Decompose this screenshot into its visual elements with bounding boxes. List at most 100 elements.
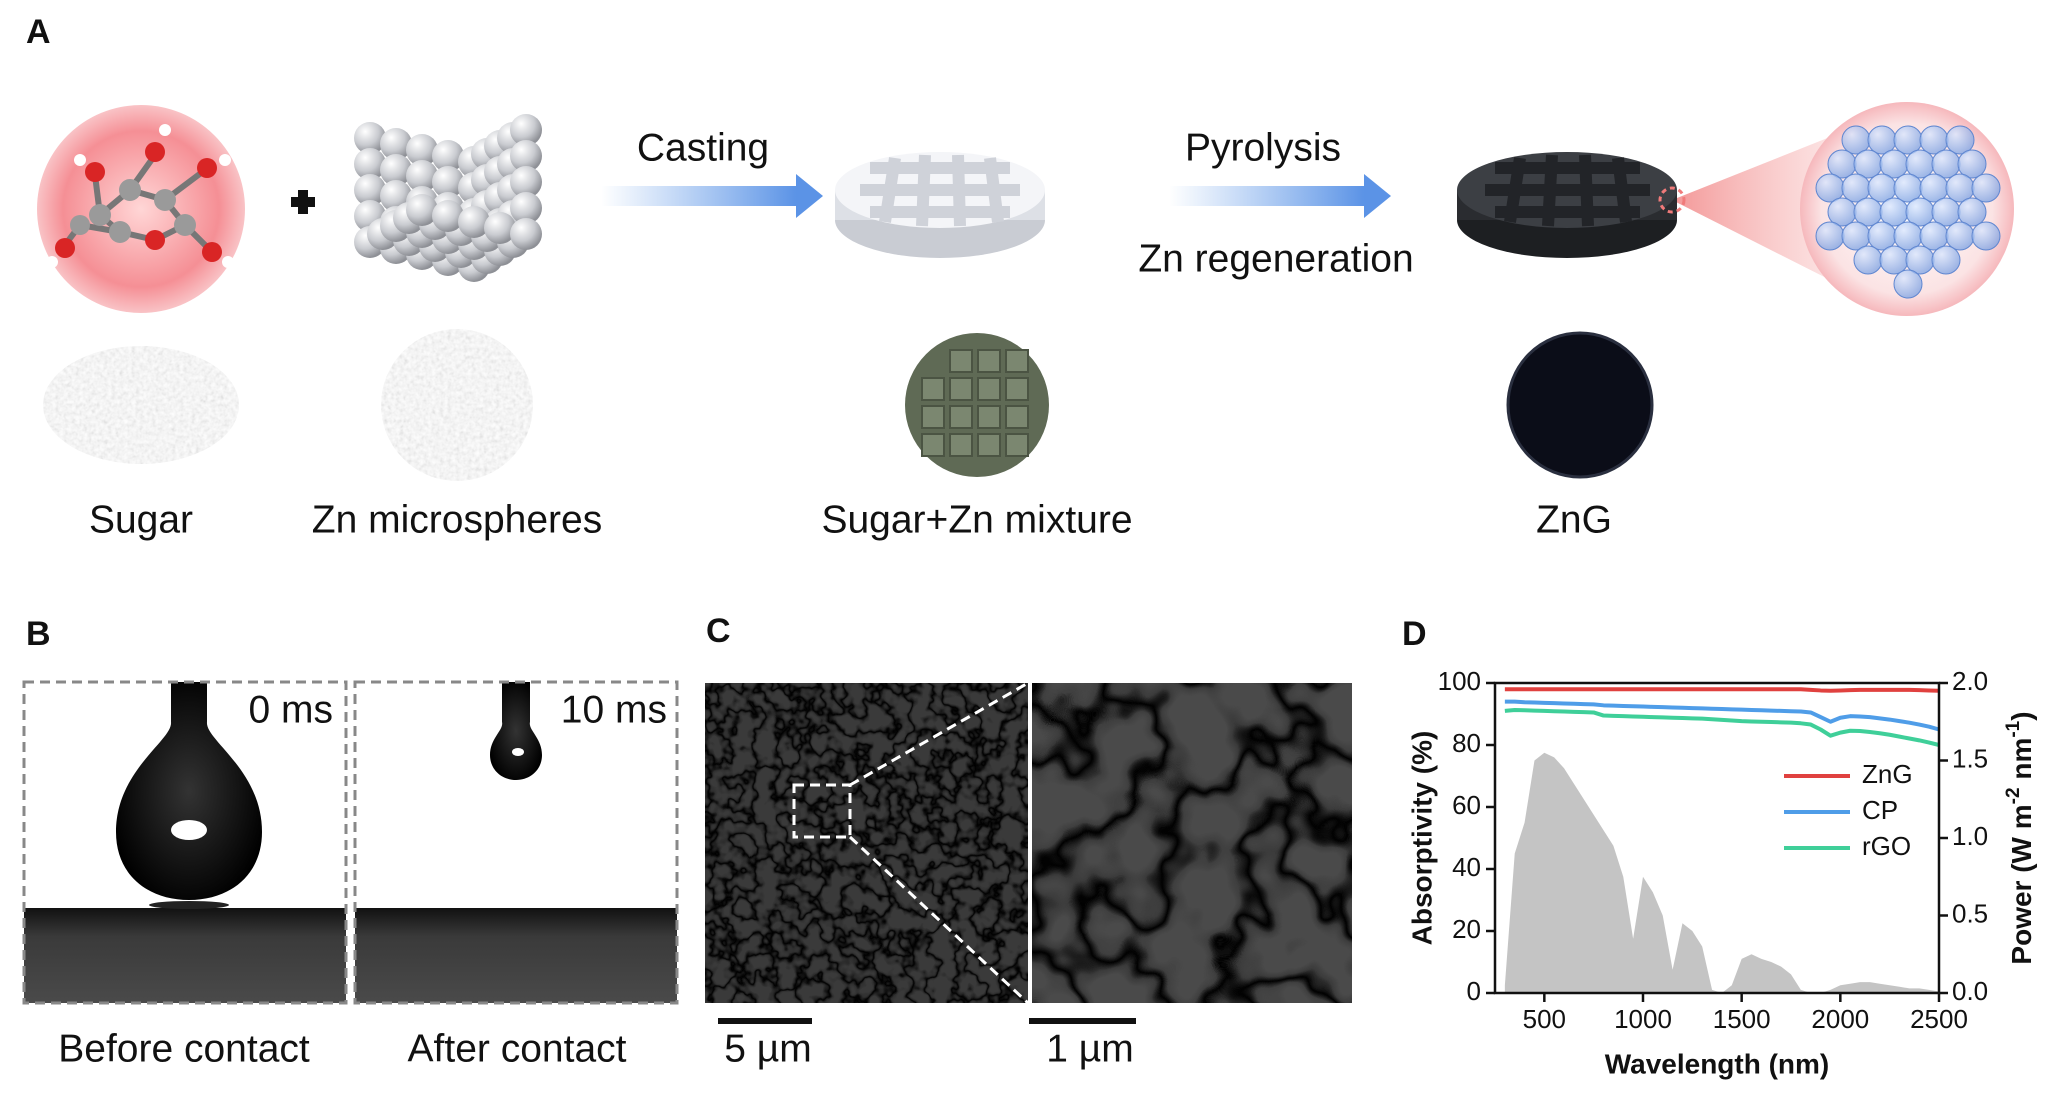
arrow-head bbox=[796, 174, 823, 218]
step-label: Pyrolysis bbox=[1185, 126, 1341, 169]
arrow-head bbox=[1364, 174, 1391, 218]
zoom-box bbox=[792, 681, 1030, 1005]
sugar-molecule bbox=[37, 105, 245, 313]
y2-tick-label: 0.0 bbox=[1952, 976, 1988, 1006]
black-disk bbox=[1457, 152, 1686, 258]
y2-axis-label-part: ) bbox=[2006, 711, 2037, 720]
hollow-sphere bbox=[1971, 221, 2001, 251]
caption: Zn microspheres bbox=[312, 498, 602, 541]
y-tick-label: 100 bbox=[1438, 666, 1481, 696]
arrow bbox=[1169, 186, 1364, 206]
y-tick-label: 60 bbox=[1452, 790, 1481, 820]
y2-tick-label: 0.5 bbox=[1952, 898, 1988, 928]
time-label: 0 ms bbox=[248, 688, 333, 731]
x-tick-label: 2000 bbox=[1811, 1004, 1869, 1034]
sphere bbox=[510, 114, 542, 146]
grid-cell bbox=[949, 349, 973, 373]
droplet-photo bbox=[22, 680, 348, 1005]
x-tick-label: 500 bbox=[1523, 1004, 1566, 1034]
line bbox=[1504, 699, 1940, 732]
y-axis-label: Absorptivity (%) bbox=[1406, 731, 1437, 946]
sphere bbox=[380, 128, 412, 160]
sphere bbox=[354, 148, 386, 180]
hollow-sphere bbox=[1931, 245, 1961, 275]
y-tick-label: 80 bbox=[1452, 728, 1481, 758]
legend-label: ZnG bbox=[1862, 759, 1913, 789]
hollow-sphere bbox=[1815, 221, 1845, 251]
sphere bbox=[432, 166, 464, 198]
scale-bar bbox=[718, 1018, 812, 1024]
grid-cell bbox=[1005, 405, 1029, 429]
grid-cell bbox=[977, 377, 1001, 401]
panel-label: C bbox=[706, 612, 731, 650]
caption: Before contact bbox=[58, 1027, 310, 1070]
grid-cell bbox=[1005, 433, 1029, 457]
scale-label: 1 µm bbox=[1046, 1027, 1133, 1070]
hollow-sphere bbox=[1957, 149, 1987, 179]
y2-axis-label: Power (W m-2 nm-1) bbox=[2003, 711, 2038, 964]
panel-label: A bbox=[26, 13, 51, 51]
hollow-sphere bbox=[1945, 221, 1975, 251]
panel-label: B bbox=[26, 615, 51, 653]
sphere bbox=[354, 122, 386, 154]
scale-label: 5 µm bbox=[724, 1027, 811, 1070]
sphere bbox=[432, 140, 464, 172]
grid-cell bbox=[977, 433, 1001, 457]
hollow-sphere bbox=[1893, 269, 1923, 299]
zn-cube bbox=[354, 114, 542, 282]
line bbox=[1504, 707, 1940, 747]
y2-axis-label-part: -1 bbox=[2003, 720, 2024, 737]
chart: 500 1000 1500 2000 2500 0 20 40 60 80 100 0.0 0.5 1.0… bbox=[1406, 666, 2037, 1080]
grid-cell bbox=[921, 405, 945, 429]
sphere bbox=[406, 194, 438, 226]
y2-tick-label: 1.0 bbox=[1952, 821, 1988, 851]
sphere bbox=[510, 218, 542, 250]
sphere bbox=[484, 212, 516, 244]
x-tick-label: 1500 bbox=[1713, 1004, 1771, 1034]
x-tick-label: 1000 bbox=[1614, 1004, 1672, 1034]
y2-axis-label-part: -2 bbox=[2003, 787, 2024, 804]
hollow-spheres bbox=[1815, 125, 2001, 299]
y-tick-label: 40 bbox=[1452, 852, 1481, 882]
plus-sign bbox=[291, 190, 315, 214]
sem-image bbox=[705, 683, 1028, 1003]
sphere bbox=[510, 166, 542, 198]
caption: Sugar+Zn mixture bbox=[821, 498, 1132, 541]
y2-axis-label-part: Power (W m bbox=[2006, 804, 2037, 964]
grid-cell bbox=[1005, 377, 1029, 401]
y-tick-label: 20 bbox=[1452, 914, 1481, 944]
y2-tick-label: 1.5 bbox=[1952, 743, 1988, 773]
photos bbox=[43, 329, 1654, 481]
sem-image bbox=[1032, 683, 1352, 1003]
time-label: 10 ms bbox=[561, 688, 667, 731]
arrow bbox=[601, 186, 796, 206]
scale-bar bbox=[1029, 1018, 1136, 1024]
panel-label: D bbox=[1402, 615, 1427, 653]
grid-cell bbox=[921, 433, 945, 457]
sphere bbox=[380, 154, 412, 186]
y2-tick-label: 2.0 bbox=[1952, 666, 1988, 696]
caption: After contact bbox=[408, 1027, 627, 1070]
white-disk bbox=[835, 152, 1045, 258]
hollow-sphere bbox=[1853, 245, 1883, 275]
caption: Sugar bbox=[89, 498, 193, 541]
sphere bbox=[510, 192, 542, 224]
grid-cell bbox=[921, 377, 945, 401]
hollow-sphere bbox=[1971, 173, 2001, 203]
grid-cell bbox=[1005, 349, 1029, 373]
legend-label: rGO bbox=[1862, 831, 1911, 861]
sphere bbox=[406, 134, 438, 166]
hollow-sphere bbox=[1957, 197, 1987, 227]
x-tick-label: 2500 bbox=[1910, 1004, 1968, 1034]
legend-label: CP bbox=[1862, 795, 1898, 825]
droplet-photo bbox=[353, 680, 679, 1005]
caption: ZnG bbox=[1536, 498, 1612, 541]
sphere bbox=[432, 200, 464, 232]
hollow-sphere bbox=[1879, 245, 1909, 275]
step-label: Zn regeneration bbox=[1138, 237, 1413, 280]
grid-cell bbox=[949, 433, 973, 457]
sphere bbox=[354, 174, 386, 206]
hollow-sphere bbox=[1945, 125, 1975, 155]
line bbox=[1504, 687, 1940, 693]
